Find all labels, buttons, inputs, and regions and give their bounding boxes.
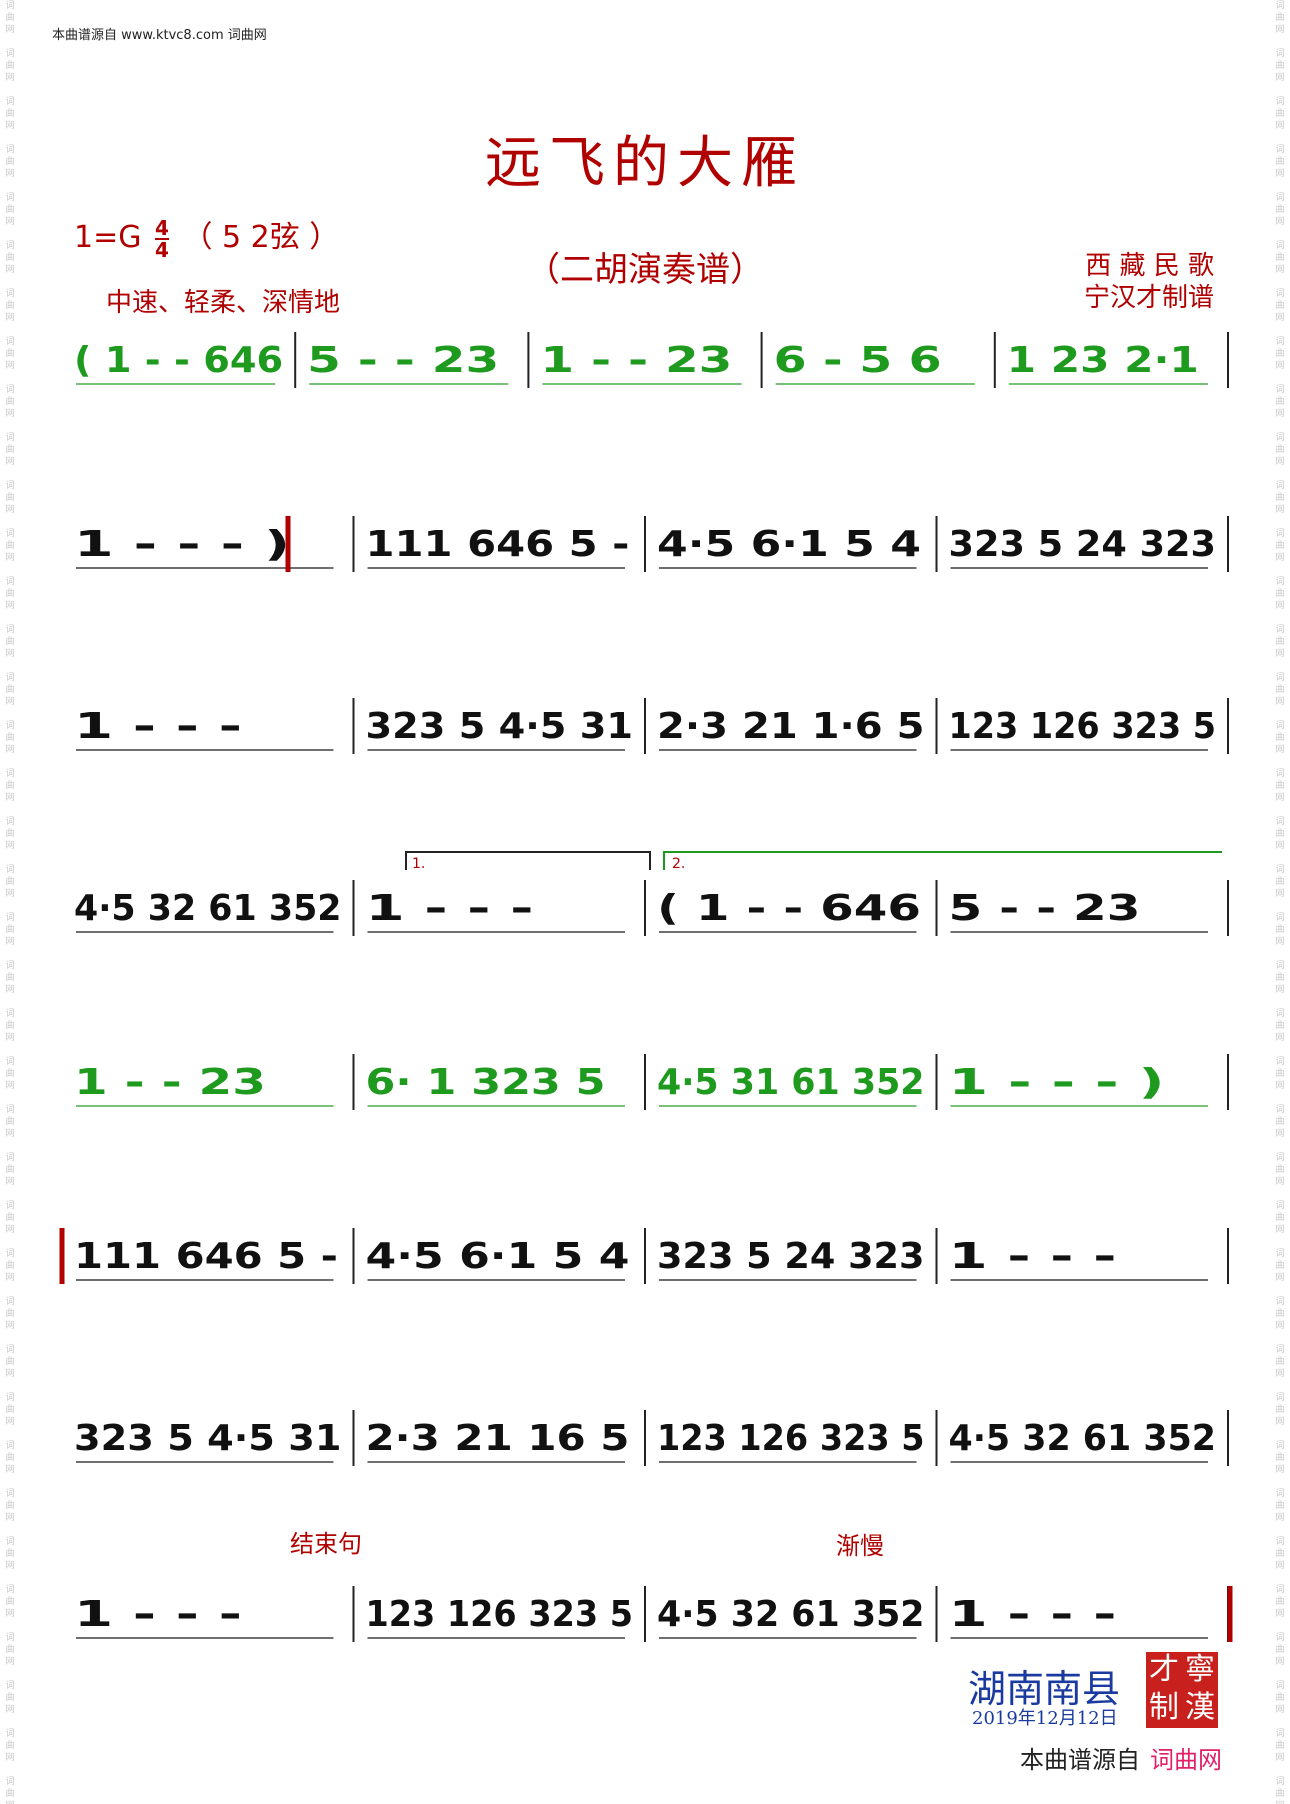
measure-notes: 2·3 21 16 5 (366, 1418, 630, 1459)
measure-notes: 4·5 31 61 352 (657, 1062, 925, 1103)
measure-notes: 1 - - - (74, 706, 242, 747)
date: 2019年12月12日 (972, 1708, 1118, 1729)
measure-notes: 323 5 4·5 31 (366, 706, 634, 747)
time-top: 4 (155, 215, 169, 240)
measure-notes: 111 646 5 - (74, 1236, 338, 1277)
string-tuning: （ 5 2弦 ） (182, 220, 340, 255)
measure-notes: 2·3 21 1·6 5 (657, 706, 925, 747)
measure-notes: 6 - 5 6 (774, 340, 942, 381)
measure-notes: 111 646 5 - (366, 524, 630, 565)
watermark-right: 词曲网词曲网词曲网词曲网词曲网词曲网词曲网词曲网词曲网词曲网词曲网词曲网词曲网词… (1275, 1, 1285, 1804)
seal-char: 制 (1149, 1690, 1179, 1725)
volta-1-bracket (405, 851, 651, 870)
measure-notes: 4·5 32 61 352 (74, 888, 342, 929)
measure-notes: 123 126 323 5 (657, 1418, 925, 1459)
credits: 西 藏 民 歌 宁汉才制谱 (1084, 250, 1214, 314)
measure-notes: 5 - - 23 (307, 340, 499, 381)
slowing-mark: 渐慢 (836, 1532, 884, 1560)
watermark-left: 词曲网词曲网词曲网词曲网词曲网词曲网词曲网词曲网词曲网词曲网词曲网词曲网词曲网词… (5, 1, 15, 1804)
seal-char: 漢 (1185, 1690, 1215, 1725)
volta-1-label: 1. (412, 856, 425, 872)
seal-char: 才 (1149, 1652, 1179, 1687)
measure-notes: 5 - - 23 (949, 888, 1141, 929)
measure-notes: 1 - - 23 (74, 1062, 266, 1103)
measure-notes: 1 - - - (949, 1236, 1117, 1277)
time-bottom: 4 (155, 237, 169, 262)
measure-notes: 323 5 24 323 (949, 524, 1217, 565)
measure-notes: 1 - - - ) (74, 524, 290, 565)
measure-notes: 123 126 323 5 (366, 1594, 634, 1635)
measure-notes: 4·5 6·1 5 4 (657, 524, 921, 565)
key-signature: 1=G 4 4 （ 5 2弦 ） (74, 212, 339, 260)
measure-notes: 1 - - - (949, 1594, 1117, 1635)
subtitle: （二胡演奏谱） (526, 250, 764, 290)
key-label: 1=G (74, 220, 142, 255)
volta-2-label: 2. (672, 856, 685, 872)
origin: 西 藏 民 歌 (1085, 251, 1214, 281)
measure-notes: 4·5 32 61 352 (949, 1418, 1217, 1459)
measure-notes: ( 1 - - 646 (74, 340, 283, 381)
seal-char: 寧 (1185, 1652, 1215, 1687)
measure-notes: 1 - - 23 (540, 340, 732, 381)
ending-phrase-mark: 结束句 (290, 1530, 362, 1558)
footer-source: 本曲谱源自 词曲网 (1020, 1740, 1222, 1775)
page-title: 远飞的大雁 (485, 131, 805, 196)
measure-notes: 123 126 323 5 (949, 706, 1217, 747)
measure-notes: ( 1 - - 646 (657, 888, 921, 929)
measure-notes: 1 23 2·1 (1007, 340, 1199, 381)
measure-notes: 323 5 24 323 (657, 1236, 925, 1277)
time-signature: 4 4 (155, 218, 169, 260)
measure-notes: 323 5 4·5 31 (74, 1418, 342, 1459)
arranger-seal: 才 寧 制 漢 (1146, 1652, 1218, 1728)
measure-notes: 4·5 32 61 352 (657, 1594, 925, 1635)
measure-notes: 1 - - - ) (949, 1062, 1165, 1103)
place-name: 湖南南县 (968, 1667, 1121, 1711)
arranger: 宁汉才制谱 (1083, 283, 1214, 313)
footer-site: 词曲网 (1150, 1746, 1222, 1774)
measure-notes: 1 - - - (74, 1594, 242, 1635)
source-note: 本曲谱源自 www.ktvc8.com 词曲网 (52, 28, 267, 43)
tempo-marking: 中速、轻柔、深情地 (106, 288, 341, 318)
measure-notes: 6· 1 323 5 (366, 1062, 606, 1103)
measure-notes: 1 - - - (366, 888, 534, 929)
footer-prefix: 本曲谱源自 (1020, 1746, 1140, 1774)
volta-2-bracket (663, 851, 1222, 870)
measure-notes: 4·5 6·1 5 4 (366, 1236, 630, 1277)
